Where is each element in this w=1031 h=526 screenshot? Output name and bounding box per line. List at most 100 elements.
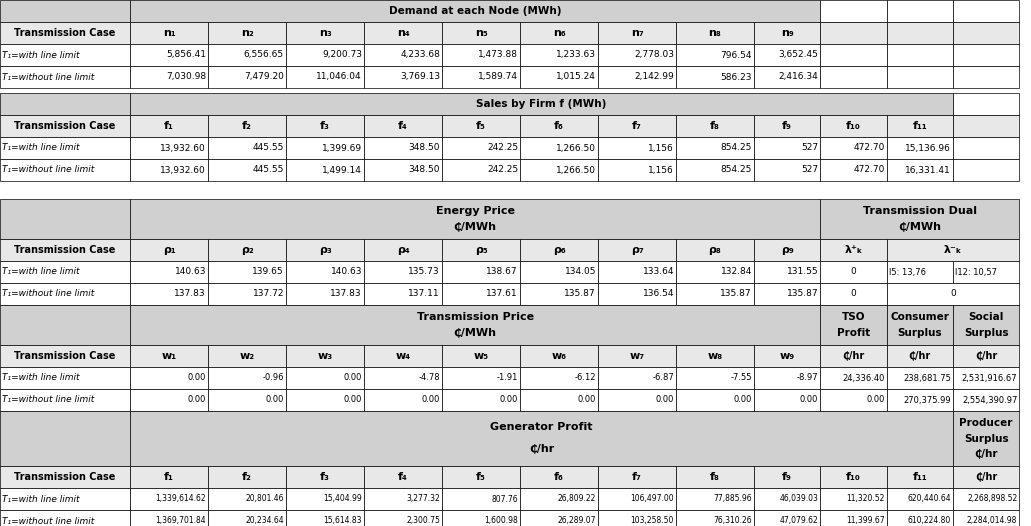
Bar <box>130 389 208 411</box>
Text: 3,277.32: 3,277.32 <box>406 494 440 503</box>
Text: -7.55: -7.55 <box>731 373 752 382</box>
Bar <box>676 115 754 137</box>
Bar <box>286 115 364 137</box>
Bar <box>130 159 208 181</box>
Text: 20,234.64: 20,234.64 <box>245 517 284 525</box>
Bar <box>130 488 208 510</box>
Bar <box>676 22 754 44</box>
Bar <box>887 239 1020 261</box>
Text: 137.83: 137.83 <box>174 289 206 298</box>
Text: 0.00: 0.00 <box>343 396 362 404</box>
Bar <box>598 66 676 88</box>
Text: ₵/MWh: ₵/MWh <box>898 222 941 232</box>
Text: ₵/hr: ₵/hr <box>975 472 997 482</box>
Bar <box>754 66 821 88</box>
Bar <box>676 488 754 510</box>
Text: 0.00: 0.00 <box>656 396 674 404</box>
Text: n₇: n₇ <box>631 28 643 38</box>
Text: w₂: w₂ <box>239 351 255 361</box>
Bar <box>364 137 442 159</box>
Text: T₁=without line limit: T₁=without line limit <box>2 73 94 82</box>
Bar <box>520 44 598 66</box>
Bar <box>953 367 1020 389</box>
Bar <box>286 44 364 66</box>
Text: 242.25: 242.25 <box>487 144 518 153</box>
Bar <box>676 389 754 411</box>
Text: T₁=without line limit: T₁=without line limit <box>2 517 94 525</box>
Bar <box>953 389 1020 411</box>
Bar <box>364 44 442 66</box>
Bar <box>0 283 130 305</box>
Text: 135.87: 135.87 <box>787 289 819 298</box>
Text: 620,440.64: 620,440.64 <box>907 494 951 503</box>
Text: 15,136.96: 15,136.96 <box>905 144 951 153</box>
Text: ρ₈: ρ₈ <box>708 245 722 255</box>
Bar <box>364 22 442 44</box>
Bar <box>130 115 208 137</box>
Bar <box>598 389 676 411</box>
Text: l5: 13,76: l5: 13,76 <box>889 268 926 277</box>
Bar <box>130 305 821 345</box>
Bar <box>676 137 754 159</box>
Bar <box>953 411 1020 466</box>
Bar <box>364 261 442 283</box>
Bar <box>754 159 821 181</box>
Text: 1,156: 1,156 <box>648 144 674 153</box>
Bar <box>364 488 442 510</box>
Bar <box>520 22 598 44</box>
Text: 106,497.00: 106,497.00 <box>630 494 674 503</box>
Text: Surplus: Surplus <box>964 433 1008 443</box>
Text: Surplus: Surplus <box>964 328 1008 338</box>
Text: Transmission Dual: Transmission Dual <box>863 206 976 216</box>
Text: Consumer: Consumer <box>891 312 950 322</box>
Bar <box>598 283 676 305</box>
Bar <box>821 66 887 88</box>
Bar <box>887 137 953 159</box>
Text: 348.50: 348.50 <box>408 166 440 175</box>
Text: f₈: f₈ <box>710 472 720 482</box>
Text: 47,079.62: 47,079.62 <box>779 517 819 525</box>
Bar <box>754 44 821 66</box>
Bar <box>208 44 286 66</box>
Text: ρ₅: ρ₅ <box>474 245 488 255</box>
Bar <box>208 510 286 526</box>
Text: ₵/hr: ₵/hr <box>842 351 865 361</box>
Text: Transmission Case: Transmission Case <box>14 121 115 131</box>
Bar <box>953 488 1020 510</box>
Text: T₁=with line limit: T₁=with line limit <box>2 50 79 59</box>
Text: 472.70: 472.70 <box>854 166 885 175</box>
Text: 238,681.75: 238,681.75 <box>903 373 951 382</box>
Bar <box>887 305 953 345</box>
Text: -8.97: -8.97 <box>797 373 819 382</box>
Text: f₃: f₃ <box>320 121 330 131</box>
Text: 11,320.52: 11,320.52 <box>846 494 885 503</box>
Text: 854.25: 854.25 <box>721 166 752 175</box>
Bar <box>0 411 130 466</box>
Text: 137.11: 137.11 <box>408 289 440 298</box>
Bar <box>130 261 208 283</box>
Bar <box>130 345 208 367</box>
Text: f₁: f₁ <box>164 472 174 482</box>
Bar <box>520 283 598 305</box>
Bar <box>0 239 130 261</box>
Text: 3,652.45: 3,652.45 <box>778 50 819 59</box>
Text: 0.00: 0.00 <box>422 396 440 404</box>
Text: l12: 10,57: l12: 10,57 <box>955 268 997 277</box>
Bar <box>953 159 1020 181</box>
Text: 4,233.68: 4,233.68 <box>400 50 440 59</box>
Text: 0: 0 <box>951 289 956 298</box>
Bar <box>208 137 286 159</box>
Text: f₄: f₄ <box>398 472 408 482</box>
Bar <box>0 261 130 283</box>
Text: w₁: w₁ <box>162 351 176 361</box>
Bar <box>887 283 1020 305</box>
Bar <box>754 22 821 44</box>
Bar <box>520 488 598 510</box>
Bar <box>821 488 887 510</box>
Text: 586.23: 586.23 <box>721 73 752 82</box>
Text: 1,266.50: 1,266.50 <box>556 144 596 153</box>
Bar <box>520 367 598 389</box>
Bar <box>887 115 953 137</box>
Text: 1,339,614.62: 1,339,614.62 <box>156 494 206 503</box>
Text: 472.70: 472.70 <box>854 144 885 153</box>
